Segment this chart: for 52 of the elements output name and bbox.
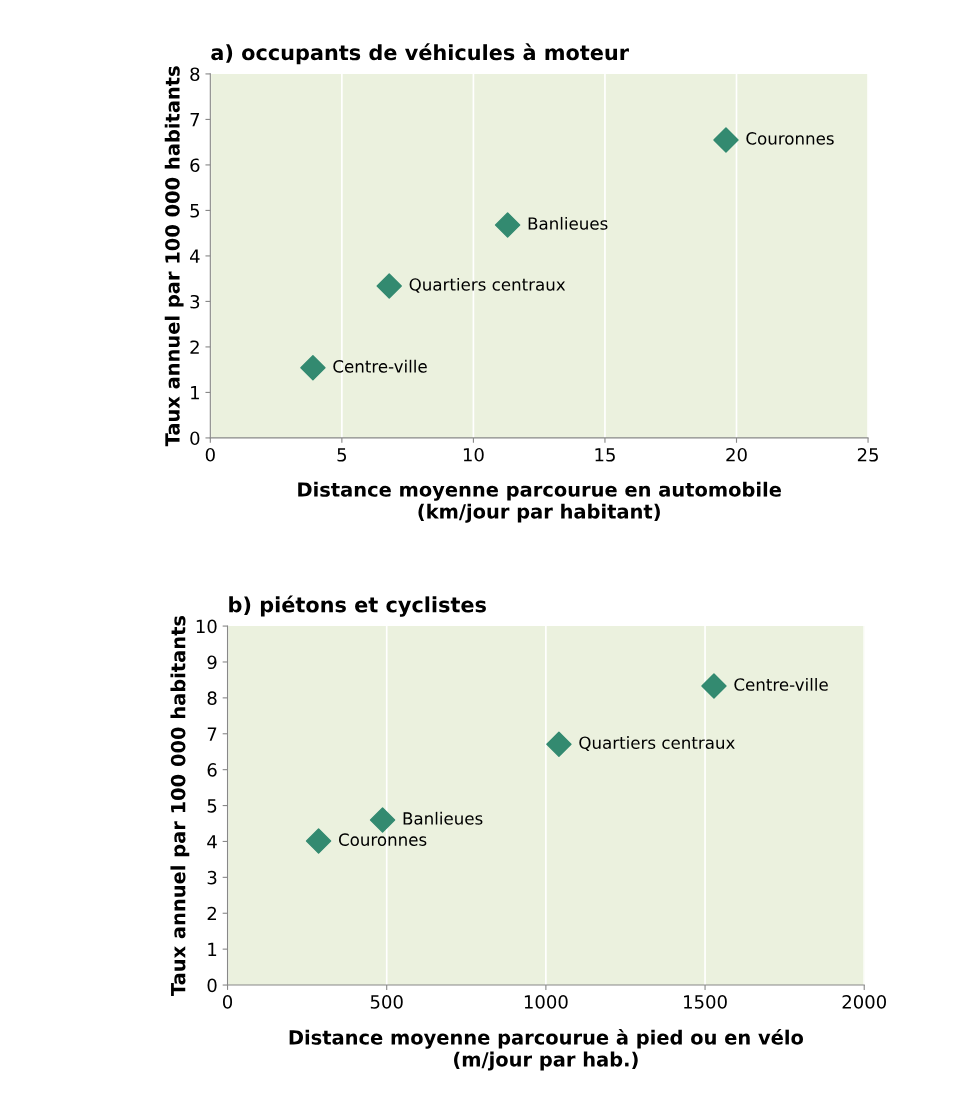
y-tick-label: 10 — [196, 619, 217, 634]
annotation: Banlieues — [403, 811, 483, 825]
annotation: Quartiers centraux — [579, 736, 735, 751]
y-tick-label: 6 — [190, 158, 200, 173]
chart-title: a) occupants de véhicules à moteur — [211, 43, 629, 65]
annotation: Banlieues — [528, 216, 608, 230]
y-tick-label: 7 — [190, 113, 200, 127]
point — [713, 127, 739, 153]
y-tick-label: 8 — [190, 67, 200, 82]
y-tick-label: 9 — [207, 655, 217, 670]
y-tick-label: 0 — [190, 431, 200, 446]
y-tick-label: 2 — [207, 906, 216, 921]
y-tick-label: 0 — [207, 978, 217, 993]
x-tick-label: 15 — [595, 448, 615, 462]
x-tick-label: 2000 — [842, 995, 886, 1009]
x-tick-label: 1000 — [524, 995, 568, 1009]
y-axis-title: Taux annuel par 100 000 habitants — [164, 66, 184, 447]
point — [494, 212, 521, 238]
x-tick-label: 5 — [337, 448, 347, 462]
point — [300, 355, 326, 381]
point — [701, 673, 727, 699]
point — [369, 807, 396, 833]
point — [305, 828, 332, 854]
y-tick-label: 1 — [208, 942, 217, 956]
annotation: Couronnes — [338, 833, 427, 846]
y-axis-title: Taux annuel par 100 000 habitants — [170, 615, 190, 997]
x-tick-label: 25 — [857, 447, 878, 462]
y-tick-label: 8 — [207, 691, 217, 705]
x-axis-title: Distance moyenne parcourue à pied ou en vélo (m/jour par hab.) — [289, 1028, 804, 1071]
y-tick-label: 7 — [207, 727, 217, 741]
x-tick-label: 0 — [222, 995, 233, 1009]
point — [376, 273, 402, 299]
point — [546, 731, 572, 757]
annotation: Couronnes — [746, 132, 834, 145]
y-tick-label: 3 — [207, 870, 217, 885]
annotation: Centre-ville — [734, 677, 828, 691]
y-tick-label: 3 — [190, 294, 200, 309]
x-tick-label: 20 — [726, 447, 747, 462]
y-tick-label: 5 — [207, 799, 217, 813]
annotation: Centre-ville — [333, 359, 427, 373]
chart-title: b) piétons et cyclistes — [229, 595, 486, 617]
y-tick-label: 6 — [207, 763, 217, 777]
annotation: Quartiers centraux — [409, 277, 566, 293]
y-tick-label: 4 — [189, 249, 200, 263]
x-tick-label: 10 — [463, 447, 484, 462]
y-tick-label: 1 — [191, 386, 199, 400]
x-axis-title: Distance moyenne parcourue en automobile (km/jour par habitant) — [298, 481, 781, 523]
x-tick-label: 1500 — [684, 995, 727, 1009]
y-tick-label: 5 — [190, 204, 200, 218]
y-tick-label: 2 — [190, 340, 199, 354]
x-tick-label: 500 — [370, 995, 403, 1009]
y-tick-label: 4 — [207, 835, 217, 849]
